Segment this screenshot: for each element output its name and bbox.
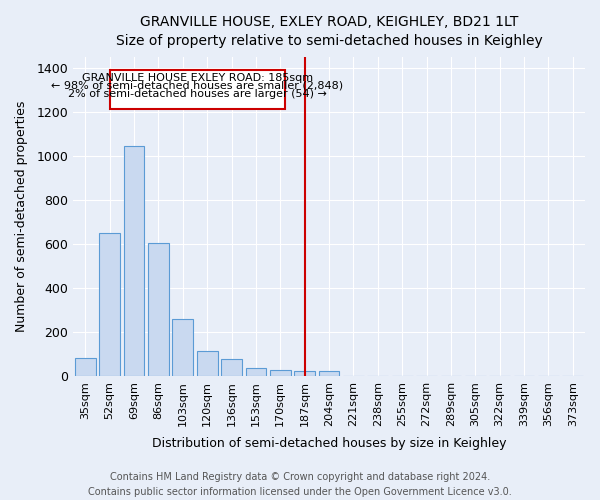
Bar (245, 368, 266, 376)
Bar (221, 360, 242, 376)
Bar (124, 146, 145, 376)
Bar (172, 318, 193, 376)
Y-axis label: Number of semi-detached properties: Number of semi-detached properties (15, 100, 28, 332)
Bar (319, 372, 340, 376)
Text: ← 98% of semi-detached houses are smaller (2,848): ← 98% of semi-detached houses are smalle… (52, 81, 343, 91)
Bar (99, 233, 120, 376)
Text: Contains HM Land Registry data © Crown copyright and database right 2024.
Contai: Contains HM Land Registry data © Crown c… (88, 472, 512, 497)
Text: GRANVILLE HOUSE EXLEY ROAD: 185sqm: GRANVILLE HOUSE EXLEY ROAD: 185sqm (82, 73, 313, 83)
Bar (197, 350, 218, 376)
Title: GRANVILLE HOUSE, EXLEY ROAD, KEIGHLEY, BD21 1LT
Size of property relative to sem: GRANVILLE HOUSE, EXLEY ROAD, KEIGHLEY, B… (116, 15, 542, 48)
Bar (294, 372, 315, 376)
Text: 2% of semi-detached houses are larger (54) →: 2% of semi-detached houses are larger (5… (68, 88, 327, 99)
Bar (75, 358, 95, 376)
Bar (270, 370, 290, 376)
Bar (148, 242, 169, 376)
FancyBboxPatch shape (110, 70, 285, 110)
X-axis label: Distribution of semi-detached houses by size in Keighley: Distribution of semi-detached houses by … (152, 437, 506, 450)
